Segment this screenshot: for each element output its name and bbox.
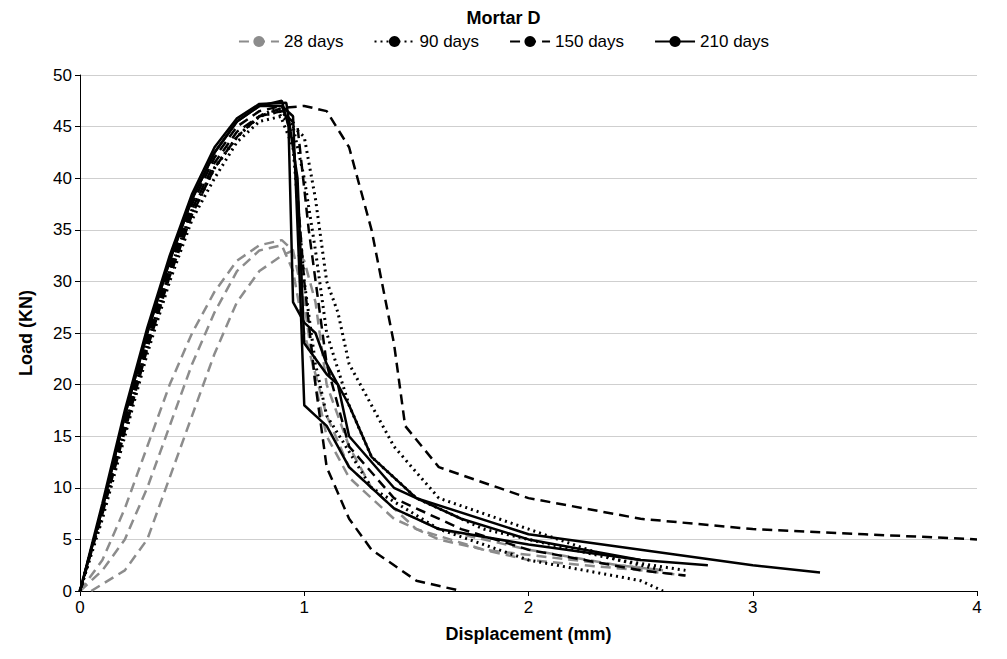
svg-text:20: 20 [53,375,72,394]
svg-text:50: 50 [53,66,72,85]
svg-text:150 days: 150 days [555,32,624,51]
svg-text:0: 0 [75,598,84,617]
svg-text:40: 40 [53,169,72,188]
svg-text:25: 25 [53,324,72,343]
svg-text:Load (KN): Load (KN) [16,290,36,376]
svg-text:28 days: 28 days [284,32,344,51]
svg-text:90 days: 90 days [420,32,480,51]
svg-text:5: 5 [63,530,72,549]
svg-text:30: 30 [53,272,72,291]
svg-text:10: 10 [53,478,72,497]
svg-text:210 days: 210 days [700,32,769,51]
svg-text:35: 35 [53,220,72,239]
svg-text:1: 1 [300,598,309,617]
svg-text:Mortar D: Mortar D [466,8,540,28]
svg-text:2: 2 [524,598,533,617]
svg-text:3: 3 [748,598,757,617]
svg-text:0: 0 [63,582,72,601]
svg-text:45: 45 [53,117,72,136]
svg-text:4: 4 [972,598,981,617]
svg-text:15: 15 [53,427,72,446]
svg-text:Displacement (mm): Displacement (mm) [445,624,611,644]
